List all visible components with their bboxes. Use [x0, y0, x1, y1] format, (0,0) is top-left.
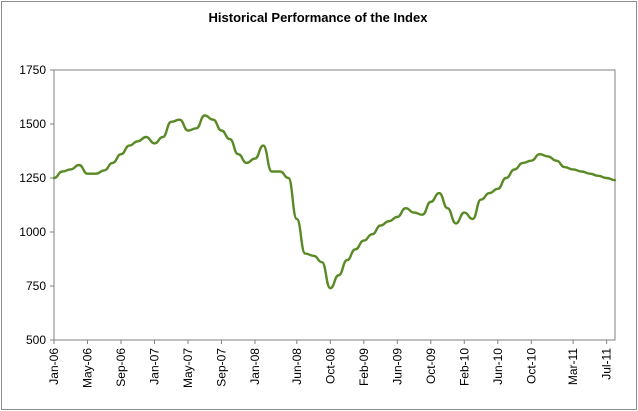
data-point [589, 173, 591, 175]
data-point [346, 259, 348, 261]
x-axis-ticks: Jan-06 May-06 Sep-06 Jan-07 May-07 Sep-07 Jan-… [47, 340, 614, 388]
data-point [86, 173, 88, 175]
data-point [245, 162, 247, 164]
x-tick-label: Oct-09 [424, 348, 438, 384]
data-point [212, 119, 214, 121]
y-tick-label: 750 [26, 279, 46, 293]
x-tick-label: Jun-10 [491, 348, 505, 385]
data-point [505, 177, 507, 179]
series-line [52, 114, 617, 290]
x-tick-label: Mar-11 [566, 348, 580, 385]
x-tick-label: Jun-09 [390, 348, 404, 385]
data-point [312, 255, 314, 257]
x-tick-label: Sep-06 [114, 348, 128, 387]
data-point [354, 248, 356, 250]
x-tick-label: Oct-10 [524, 348, 538, 384]
data-point [279, 170, 281, 172]
data-point [321, 261, 323, 263]
data-point [178, 119, 180, 121]
data-point [555, 160, 557, 162]
data-point [153, 142, 155, 144]
data-point [455, 222, 457, 224]
data-point [413, 211, 415, 213]
data-point [530, 160, 532, 162]
data-point [438, 192, 440, 194]
data-point [128, 144, 130, 146]
data-point [338, 274, 340, 276]
data-point [254, 157, 256, 159]
data-point [53, 177, 55, 179]
x-tick-label: Sep-07 [214, 348, 228, 387]
x-tick-label: May-06 [80, 348, 94, 388]
data-point [296, 218, 298, 220]
data-point [371, 233, 373, 235]
x-tick-label: Oct-08 [323, 348, 337, 384]
chart-title: Historical Performance of the Index [208, 10, 428, 25]
data-point [329, 287, 331, 289]
data-point [220, 129, 222, 131]
data-point [304, 252, 306, 254]
data-point [480, 198, 482, 200]
x-tick-label: May-07 [181, 348, 195, 388]
data-point [204, 114, 206, 116]
axes [53, 69, 616, 341]
data-point [111, 162, 113, 164]
data-point [229, 138, 231, 140]
data-point [405, 207, 407, 209]
y-tick-label: 1000 [19, 225, 46, 239]
x-tick-label: Jan-06 [47, 348, 61, 385]
data-point [388, 220, 390, 222]
data-point [522, 162, 524, 164]
data-point [70, 168, 72, 170]
x-tick-label: Feb-09 [357, 348, 371, 386]
data-point [145, 136, 147, 138]
data-point [446, 207, 448, 209]
data-point [564, 166, 566, 168]
data-point [547, 155, 549, 157]
data-point [162, 136, 164, 138]
data-point [538, 153, 540, 155]
y-tick-label: 1500 [19, 117, 46, 131]
data-point [379, 224, 381, 226]
data-point [605, 177, 607, 179]
data-point [430, 201, 432, 203]
data-point [95, 173, 97, 175]
data-point [187, 129, 189, 131]
data-point [497, 188, 499, 190]
data-point [513, 168, 515, 170]
data-point [78, 164, 80, 166]
data-point [61, 170, 63, 172]
x-tick-label: Jan-08 [248, 348, 262, 385]
y-tick-label: 500 [26, 333, 46, 347]
data-point [614, 179, 616, 181]
data-point [137, 140, 139, 142]
x-tick-label: Jul-11 [600, 348, 614, 380]
data-point [572, 168, 574, 170]
data-point [287, 177, 289, 179]
x-tick-label: Jan-07 [147, 348, 161, 385]
data-point [463, 211, 465, 213]
y-tick-label: 1750 [19, 63, 46, 77]
data-point [271, 170, 273, 172]
data-point [103, 169, 105, 171]
plot-area-border [53, 69, 616, 341]
x-tick-label: Feb-10 [457, 348, 471, 386]
data-point [421, 214, 423, 216]
data-point [262, 144, 264, 146]
data-point [120, 153, 122, 155]
y-tick-label: 1250 [19, 171, 46, 185]
data-point [170, 121, 172, 123]
data-point [597, 175, 599, 177]
data-point [396, 216, 398, 218]
data-point [472, 218, 474, 220]
x-tick-label: Jun-08 [290, 348, 304, 385]
data-point [195, 127, 197, 129]
data-point [580, 170, 582, 172]
series-group [52, 114, 617, 290]
y-axis-ticks: 500 750 1000 1250 1500 1750 [19, 63, 54, 347]
data-point [363, 239, 365, 241]
data-point [237, 153, 239, 155]
data-point [488, 192, 490, 194]
